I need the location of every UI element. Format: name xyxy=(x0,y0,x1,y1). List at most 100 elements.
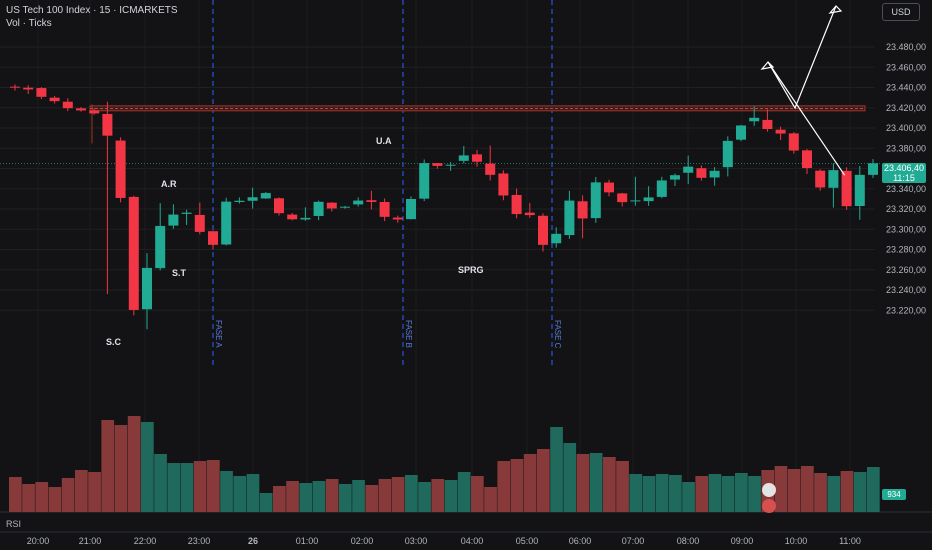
volume-bar xyxy=(537,449,550,512)
volume-bar xyxy=(484,487,497,512)
current-price-tag: 23.406,40 11:15 xyxy=(882,163,926,183)
candle-body xyxy=(630,200,641,202)
candle-body xyxy=(815,170,826,188)
volume-bar xyxy=(378,479,392,512)
volume-bar xyxy=(207,460,220,512)
phase-label: FASE A xyxy=(214,320,223,348)
volume-bar xyxy=(655,474,669,512)
candle-body xyxy=(168,214,179,226)
volume-bar xyxy=(510,459,524,512)
candle-body xyxy=(76,108,86,111)
price-label: 23.380,00 xyxy=(886,143,926,153)
candle-body xyxy=(749,117,760,122)
candle-body xyxy=(36,88,47,97)
volume-bar xyxy=(471,476,484,512)
candle-body xyxy=(775,129,786,134)
volume-bar xyxy=(642,476,656,512)
volume-bar xyxy=(682,482,695,512)
replay-icon[interactable] xyxy=(762,483,776,497)
candle-body xyxy=(736,125,746,140)
candle-body xyxy=(208,231,218,245)
volume-bar xyxy=(827,476,841,512)
symbol-title[interactable]: US Tech 100 Index · 15 · ICMARKETS xyxy=(6,5,178,16)
time-label: 22:00 xyxy=(134,536,157,546)
time-label: 08:00 xyxy=(677,536,700,546)
candle-body xyxy=(564,200,575,236)
candle-body xyxy=(656,180,667,197)
candle-body xyxy=(577,201,588,219)
volume-bar xyxy=(9,477,22,512)
candle-body xyxy=(49,97,60,102)
time-label: 10:00 xyxy=(785,536,808,546)
price-label: 23.480,00 xyxy=(886,42,926,52)
volume-bar xyxy=(444,480,458,512)
indicator-label[interactable]: Vol · Ticks xyxy=(6,18,52,29)
candle-body xyxy=(10,86,20,88)
volume-bar xyxy=(497,461,511,512)
candle-body xyxy=(498,173,509,196)
candle-body xyxy=(696,168,707,178)
candle-body xyxy=(102,113,113,136)
annotation-sc: S.C xyxy=(106,337,122,347)
volume-bar xyxy=(669,475,682,512)
volume-bar xyxy=(167,463,181,512)
candle-body xyxy=(511,194,522,215)
volume-bar xyxy=(629,474,643,512)
volume-bar xyxy=(75,470,88,512)
candle-body xyxy=(432,163,443,166)
candle-body xyxy=(379,201,390,217)
candle-body xyxy=(23,87,34,90)
volume-bar xyxy=(853,472,867,512)
price-label: 23.340,00 xyxy=(886,184,926,194)
volume-bar xyxy=(101,420,115,512)
candlesticks xyxy=(10,84,878,330)
volume-bar xyxy=(325,479,339,512)
currency-button[interactable]: USD xyxy=(882,3,920,21)
candle-body xyxy=(709,170,720,178)
volume-bar xyxy=(259,493,273,512)
volume-bar xyxy=(735,473,748,512)
price-label: 23.440,00 xyxy=(886,83,926,93)
volume-bar xyxy=(127,416,141,512)
projection-path xyxy=(760,5,846,176)
candle-body xyxy=(313,201,324,216)
volume-bar xyxy=(787,469,801,512)
volume-bar xyxy=(576,454,590,512)
time-label: 06:00 xyxy=(569,536,592,546)
price-label: 23.320,00 xyxy=(886,204,926,214)
candle-body xyxy=(155,225,166,269)
candle-body xyxy=(604,182,614,193)
current-price-value: 23.406,40 xyxy=(883,163,925,173)
volume-bar xyxy=(550,427,563,512)
time-label: 01:00 xyxy=(296,536,319,546)
time-label: 20:00 xyxy=(27,536,50,546)
candle-body xyxy=(62,101,73,109)
candle-body xyxy=(181,212,192,214)
rsi-pane-label[interactable]: RSI xyxy=(6,519,22,529)
price-label: 23.220,00 xyxy=(886,305,926,315)
candle-body xyxy=(221,201,232,245)
candle-body xyxy=(300,217,311,220)
resistance-zone xyxy=(89,104,866,144)
time-axis: 20:00 21:00 22:00 23:00 26 01:00 02:00 03:00 04:… xyxy=(27,536,861,546)
candle-body xyxy=(670,175,680,180)
volume-bar xyxy=(273,486,286,512)
candle-body xyxy=(472,154,482,162)
volume-bar xyxy=(48,487,62,512)
candle-body xyxy=(458,155,469,161)
volume-bar xyxy=(774,466,788,512)
flag-icon[interactable] xyxy=(762,499,776,513)
time-label: 03:00 xyxy=(405,536,428,546)
candle-body xyxy=(366,200,377,202)
candle-body xyxy=(485,163,496,175)
time-label: 07:00 xyxy=(622,536,645,546)
time-label: 09:00 xyxy=(731,536,754,546)
candle-body xyxy=(868,163,878,175)
candle-body xyxy=(392,217,403,220)
volume-bar xyxy=(35,482,49,512)
volume-bar xyxy=(563,443,577,512)
candle-body xyxy=(353,200,364,205)
volume-bar xyxy=(286,481,299,512)
price-label: 23.460,00 xyxy=(886,62,926,72)
